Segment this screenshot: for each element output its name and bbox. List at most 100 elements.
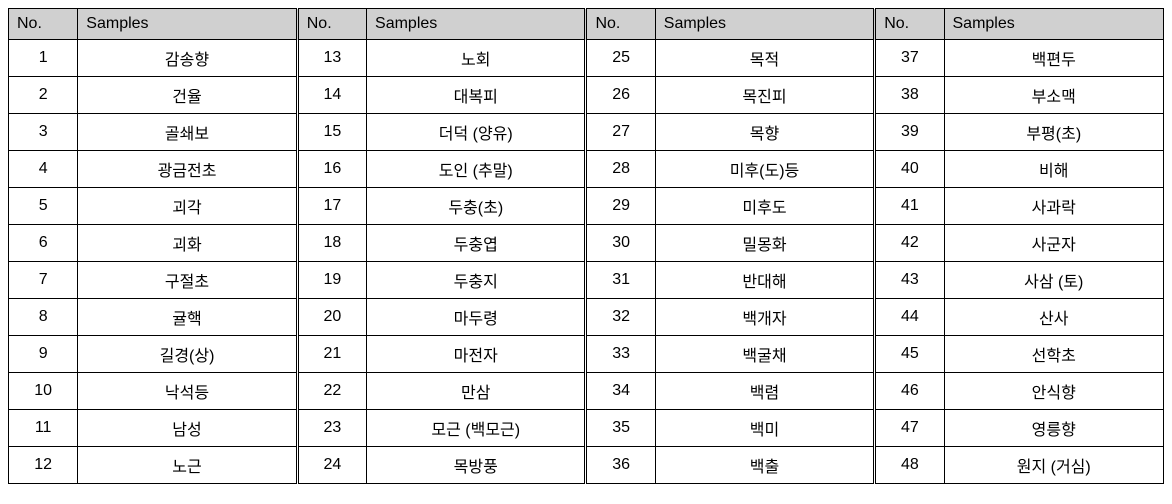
header-no-1: No. — [9, 9, 78, 40]
cell-sample: 사삼 (토) — [944, 262, 1164, 299]
cell-sample: 원지 (거심) — [944, 447, 1164, 484]
cell-sample: 괴각 — [78, 188, 297, 225]
cell-no: 41 — [875, 188, 944, 225]
cell-no: 27 — [586, 114, 655, 151]
samples-table: No. Samples No. Samples No. Samples No. … — [8, 8, 1164, 484]
cell-no: 19 — [297, 262, 366, 299]
cell-sample: 마두령 — [367, 299, 586, 336]
cell-no: 38 — [875, 77, 944, 114]
cell-sample: 백편두 — [944, 40, 1164, 77]
cell-sample: 대복피 — [367, 77, 586, 114]
cell-no: 43 — [875, 262, 944, 299]
table-row: 3골쇄보15더덕 (양유)27목향39부평(초) — [9, 114, 1164, 151]
table-row: 6괴화18두충엽30밀몽화42사군자 — [9, 225, 1164, 262]
cell-sample: 안식향 — [944, 373, 1164, 410]
cell-no: 15 — [297, 114, 366, 151]
cell-sample: 더덕 (양유) — [367, 114, 586, 151]
cell-no: 8 — [9, 299, 78, 336]
cell-sample: 비해 — [944, 151, 1164, 188]
cell-sample: 건율 — [78, 77, 297, 114]
cell-sample: 구절초 — [78, 262, 297, 299]
cell-no: 36 — [586, 447, 655, 484]
cell-sample: 부소맥 — [944, 77, 1164, 114]
cell-no: 3 — [9, 114, 78, 151]
cell-no: 39 — [875, 114, 944, 151]
header-no-3: No. — [586, 9, 655, 40]
cell-sample: 미후도 — [655, 188, 874, 225]
cell-no: 6 — [9, 225, 78, 262]
cell-sample: 마전자 — [367, 336, 586, 373]
table-row: 9길경(상)21마전자33백굴채45선학초 — [9, 336, 1164, 373]
header-no-2: No. — [297, 9, 366, 40]
cell-no: 20 — [297, 299, 366, 336]
cell-no: 32 — [586, 299, 655, 336]
cell-sample: 길경(상) — [78, 336, 297, 373]
cell-sample: 목진피 — [655, 77, 874, 114]
cell-no: 9 — [9, 336, 78, 373]
cell-sample: 남성 — [78, 410, 297, 447]
cell-sample: 낙석등 — [78, 373, 297, 410]
cell-sample: 모근 (백모근) — [367, 410, 586, 447]
cell-no: 17 — [297, 188, 366, 225]
cell-sample: 선학초 — [944, 336, 1164, 373]
cell-no: 14 — [297, 77, 366, 114]
cell-sample: 목향 — [655, 114, 874, 151]
cell-no: 4 — [9, 151, 78, 188]
cell-sample: 두충지 — [367, 262, 586, 299]
cell-no: 1 — [9, 40, 78, 77]
cell-no: 18 — [297, 225, 366, 262]
header-samples-2: Samples — [367, 9, 586, 40]
cell-no: 24 — [297, 447, 366, 484]
header-samples-3: Samples — [655, 9, 874, 40]
cell-sample: 반대해 — [655, 262, 874, 299]
cell-no: 23 — [297, 410, 366, 447]
table-row: 5괴각17두충(초)29미후도41사과락 — [9, 188, 1164, 225]
cell-no: 26 — [586, 77, 655, 114]
cell-no: 11 — [9, 410, 78, 447]
cell-sample: 노회 — [367, 40, 586, 77]
cell-sample: 귤핵 — [78, 299, 297, 336]
cell-no: 22 — [297, 373, 366, 410]
table-header: No. Samples No. Samples No. Samples No. … — [9, 9, 1164, 40]
cell-no: 12 — [9, 447, 78, 484]
cell-no: 42 — [875, 225, 944, 262]
cell-sample: 도인 (추말) — [367, 151, 586, 188]
table-row: 11남성23모근 (백모근)35백미47영릉향 — [9, 410, 1164, 447]
cell-no: 46 — [875, 373, 944, 410]
cell-no: 40 — [875, 151, 944, 188]
cell-no: 47 — [875, 410, 944, 447]
cell-no: 10 — [9, 373, 78, 410]
cell-sample: 백렴 — [655, 373, 874, 410]
cell-no: 21 — [297, 336, 366, 373]
cell-no: 25 — [586, 40, 655, 77]
table-row: 12노근24목방풍36백출48원지 (거심) — [9, 447, 1164, 484]
table-row: 2건율14대복피26목진피38부소맥 — [9, 77, 1164, 114]
cell-sample: 목적 — [655, 40, 874, 77]
cell-sample: 밀몽화 — [655, 225, 874, 262]
cell-no: 37 — [875, 40, 944, 77]
cell-no: 2 — [9, 77, 78, 114]
cell-sample: 목방풍 — [367, 447, 586, 484]
cell-sample: 백출 — [655, 447, 874, 484]
cell-sample: 부평(초) — [944, 114, 1164, 151]
cell-sample: 산사 — [944, 299, 1164, 336]
cell-sample: 백굴채 — [655, 336, 874, 373]
cell-no: 33 — [586, 336, 655, 373]
cell-no: 16 — [297, 151, 366, 188]
table-row: 7구절초19두충지31반대해43사삼 (토) — [9, 262, 1164, 299]
cell-sample: 백미 — [655, 410, 874, 447]
header-samples-1: Samples — [78, 9, 297, 40]
cell-sample: 괴화 — [78, 225, 297, 262]
table-body: 1감송향13노회25목적37백편두2건율14대복피26목진피38부소맥3골쇄보1… — [9, 40, 1164, 484]
cell-no: 44 — [875, 299, 944, 336]
cell-sample: 사과락 — [944, 188, 1164, 225]
table-row: 4광금전초16도인 (추말)28미후(도)등40비해 — [9, 151, 1164, 188]
cell-no: 45 — [875, 336, 944, 373]
table-row: 10낙석등22만삼34백렴46안식향 — [9, 373, 1164, 410]
cell-sample: 두충엽 — [367, 225, 586, 262]
table-row: 8귤핵20마두령32백개자44산사 — [9, 299, 1164, 336]
cell-sample: 만삼 — [367, 373, 586, 410]
cell-sample: 감송향 — [78, 40, 297, 77]
cell-sample: 광금전초 — [78, 151, 297, 188]
cell-no: 29 — [586, 188, 655, 225]
